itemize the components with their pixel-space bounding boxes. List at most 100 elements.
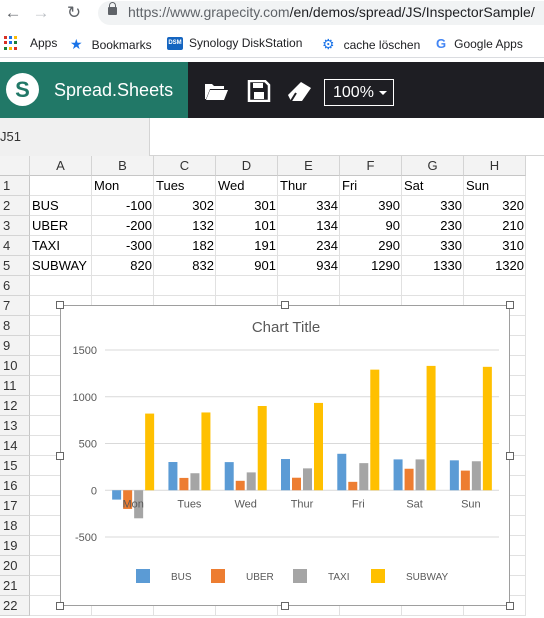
value-cell[interactable]: -300 (125, 238, 152, 253)
cell[interactable] (402, 596, 464, 616)
bookmark-cache[interactable]: ⚙ cache löschen (322, 36, 420, 53)
resize-handle[interactable] (281, 301, 289, 309)
row-label-cell[interactable]: UBER (32, 218, 69, 233)
value-cell[interactable]: 191 (254, 238, 276, 253)
cell[interactable] (464, 216, 526, 236)
cell[interactable] (340, 176, 402, 196)
cell[interactable] (92, 196, 154, 216)
column-header[interactable]: H (464, 156, 526, 176)
cell[interactable] (216, 596, 278, 616)
row-label-cell[interactable]: TAXI (32, 238, 60, 253)
cell[interactable] (92, 236, 154, 256)
cell[interactable] (154, 596, 216, 616)
cell[interactable] (30, 196, 92, 216)
row-header[interactable]: 13 (0, 416, 30, 436)
row-header[interactable]: 18 (0, 516, 30, 536)
open-folder-icon[interactable] (203, 80, 229, 102)
cell[interactable] (216, 216, 278, 236)
value-cell[interactable]: 134 (316, 218, 338, 233)
cell[interactable] (154, 216, 216, 236)
row-label-cell[interactable]: BUS (32, 198, 59, 213)
day-header-cell[interactable]: Thur (280, 178, 307, 193)
bookmark-apps[interactable]: Apps (4, 36, 57, 50)
row-header[interactable]: 11 (0, 376, 30, 396)
value-cell[interactable]: 1320 (495, 258, 524, 273)
cell[interactable] (30, 236, 92, 256)
day-header-cell[interactable]: Tues (156, 178, 185, 193)
cell[interactable] (464, 236, 526, 256)
cell[interactable] (92, 596, 154, 616)
reload-icon[interactable]: ↻ (66, 3, 82, 22)
row-header[interactable]: 1 (0, 176, 30, 196)
row-header[interactable]: 21 (0, 576, 30, 596)
cell[interactable] (30, 176, 92, 196)
cell[interactable] (278, 216, 340, 236)
cell[interactable] (340, 216, 402, 236)
bookmark-bookmarks[interactable]: ★ Bookmarks (70, 36, 152, 53)
bookmark-synology[interactable]: DSM Synology DiskStation (167, 36, 302, 50)
value-cell[interactable]: 90 (385, 218, 400, 233)
cell[interactable] (278, 196, 340, 216)
value-cell[interactable]: 330 (440, 238, 462, 253)
row-header[interactable]: 14 (0, 436, 30, 456)
row-header[interactable]: 5 (0, 256, 30, 276)
row-header[interactable]: 15 (0, 456, 30, 476)
chart[interactable]: Chart Title -500 0 500 1000 1500 Mon Tues Wed Thu… (60, 305, 510, 606)
row-header[interactable]: 16 (0, 476, 30, 496)
row-label-cell[interactable]: SUBWAY (32, 258, 87, 273)
value-cell[interactable]: 101 (254, 218, 276, 233)
cell[interactable] (92, 216, 154, 236)
cell[interactable] (278, 256, 340, 276)
cell[interactable] (278, 176, 340, 196)
row-header[interactable]: 20 (0, 556, 30, 576)
cell[interactable] (340, 276, 402, 296)
row-header[interactable]: 19 (0, 536, 30, 556)
bookmark-google-apps[interactable]: G Google Apps (436, 36, 523, 51)
cell[interactable] (278, 236, 340, 256)
corner-header[interactable] (0, 156, 30, 176)
value-cell[interactable]: 310 (502, 238, 524, 253)
day-header-cell[interactable]: Sat (404, 178, 424, 193)
zoom-select[interactable]: 100% (324, 79, 394, 106)
cell[interactable] (92, 256, 154, 276)
address-bar[interactable]: https://www.grapecity.com/en/demos/sprea… (98, 1, 544, 25)
cell[interactable] (154, 196, 216, 216)
resize-handle[interactable] (56, 451, 64, 460)
column-header[interactable]: F (340, 156, 402, 176)
cell[interactable] (92, 176, 154, 196)
value-cell[interactable]: -200 (125, 218, 152, 233)
cell[interactable] (464, 596, 526, 616)
cell[interactable] (340, 256, 402, 276)
resize-handle[interactable] (56, 301, 64, 309)
row-header[interactable]: 9 (0, 336, 30, 356)
cell[interactable] (216, 256, 278, 276)
value-cell[interactable]: 1330 (433, 258, 462, 273)
value-cell[interactable]: 132 (192, 218, 214, 233)
row-header[interactable]: 6 (0, 276, 30, 296)
cell[interactable] (216, 176, 278, 196)
cell[interactable] (216, 196, 278, 216)
value-cell[interactable]: 290 (378, 238, 400, 253)
row-header[interactable]: 4 (0, 236, 30, 256)
day-header-cell[interactable]: Mon (94, 178, 120, 193)
row-header[interactable]: 22 (0, 596, 30, 616)
row-header[interactable]: 12 (0, 396, 30, 416)
cell[interactable] (30, 216, 92, 236)
back-icon[interactable]: ← (4, 3, 22, 22)
column-header[interactable]: D (216, 156, 278, 176)
cell[interactable] (340, 196, 402, 216)
row-header[interactable]: 2 (0, 196, 30, 216)
forward-icon[interactable]: → (32, 3, 50, 22)
cell[interactable] (154, 236, 216, 256)
value-cell[interactable]: 901 (254, 258, 276, 273)
cell[interactable] (402, 216, 464, 236)
value-cell[interactable]: 330 (440, 198, 462, 213)
value-cell[interactable]: 832 (192, 258, 214, 273)
cell[interactable] (340, 596, 402, 616)
name-box[interactable]: J51 (0, 118, 150, 156)
cell[interactable] (402, 196, 464, 216)
row-header[interactable]: 7 (0, 296, 30, 316)
day-header-cell[interactable]: Fri (342, 178, 358, 193)
column-header[interactable]: G (402, 156, 464, 176)
value-cell[interactable]: 230 (440, 218, 462, 233)
